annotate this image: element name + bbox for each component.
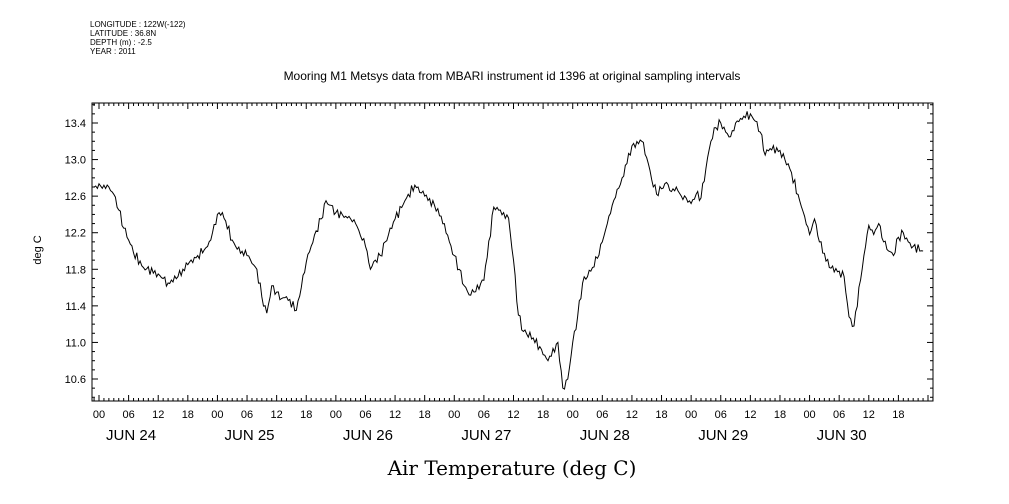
chart-title: Mooring M1 Metsys data from MBARI instru… [284,69,741,83]
y-tick-label: 10.6 [65,374,86,386]
x-hour-label: 06 [478,409,490,421]
x-hour-label: 00 [211,409,223,421]
x-hour-label: 00 [803,409,815,421]
x-day-label: JUN 28 [580,427,630,444]
x-hour-label: 12 [626,409,638,421]
x-hour-label: 12 [744,409,756,421]
x-hour-label: 12 [152,409,164,421]
y-tick-label: 12.6 [65,191,86,203]
year-label: YEAR : 2011 [90,47,136,56]
plot-frame [91,102,934,402]
y-tick-label: 11.4 [65,301,86,313]
y-tick-label: 11.0 [65,337,86,349]
axis-ticks [92,103,934,401]
x-day-label: JUN 29 [698,427,748,444]
x-hour-label: 18 [182,409,194,421]
depth-label: DEPTH (m) : -2.5 [90,38,152,47]
x-hour-label: 18 [774,409,786,421]
latitude-label: LATITUDE : 36.8N [90,29,157,38]
x-hour-label: 12 [863,409,875,421]
x-hour-label: 06 [241,409,253,421]
x-hour-label: 18 [655,409,667,421]
x-day-label: JUN 30 [817,427,867,444]
series-layer [93,111,924,390]
x-hour-label: 18 [892,409,904,421]
x-axis-title: Air Temperature (deg C) [387,456,637,480]
x-hour-label: 12 [271,409,283,421]
series-line [93,111,924,390]
y-tick-label: 11.8 [65,264,86,276]
x-day-label: JUN 24 [106,427,156,444]
x-hour-label: 00 [448,409,460,421]
y-tick-label: 13.4 [65,118,86,130]
y-tick-label: 13.0 [65,155,86,167]
x-day-label: JUN 25 [224,427,274,444]
x-day-label: JUN 27 [461,427,511,444]
x-hour-label: 00 [685,409,697,421]
x-hour-label: 18 [300,409,312,421]
x-hour-label: 00 [330,409,342,421]
y-axis-title: deg C [32,235,44,264]
x-hour-label: 06 [359,409,371,421]
x-hour-label: 12 [507,409,519,421]
x-day-label: JUN 26 [343,427,393,444]
y-tick-label: 12.2 [65,228,86,240]
longitude-label: LONGITUDE : 122W(-122) [90,20,186,29]
x-hour-label: 06 [122,409,134,421]
x-hour-label: 12 [389,409,401,421]
x-hour-label: 18 [537,409,549,421]
x-hour-label: 00 [93,409,105,421]
x-hour-label: 00 [567,409,579,421]
mooring-metadata: LONGITUDE : 122W(-122) LATITUDE : 36.8N … [90,20,186,56]
x-hour-label: 06 [715,409,727,421]
axis-tick-labels: 10.6 11.0 11.4 11.8 12.2 12.6 13.0 13.4 00 06 12 18… [65,118,905,444]
x-hour-label: 06 [596,409,608,421]
x-hour-label: 18 [419,409,431,421]
x-hour-label: 06 [833,409,845,421]
